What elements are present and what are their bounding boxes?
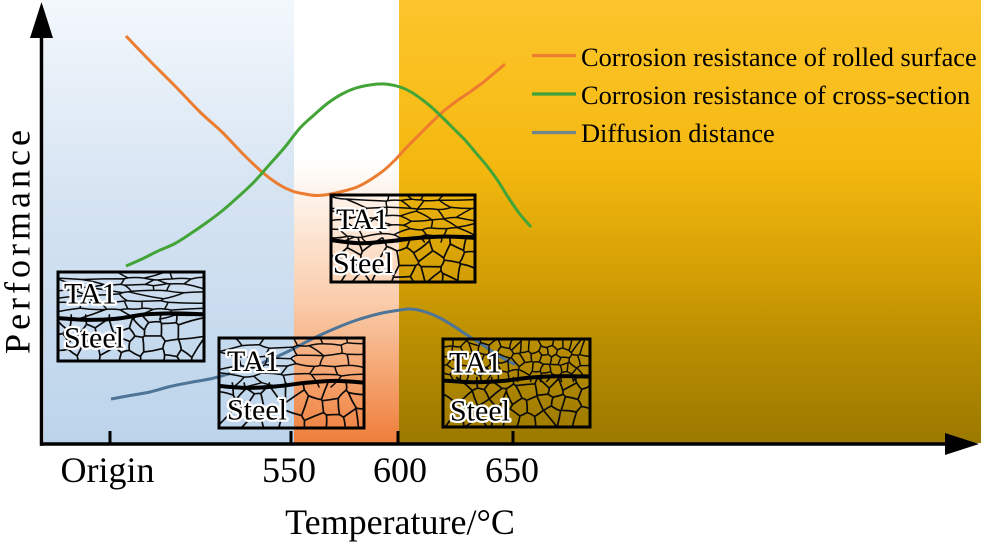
svg-text:Steel: Steel [227,394,287,427]
svg-text:TA1: TA1 [227,345,280,378]
svg-text:600: 600 [373,450,427,490]
svg-text:550: 550 [262,450,316,490]
svg-text:Steel: Steel [333,247,393,280]
svg-text:TA1: TA1 [449,347,502,380]
svg-text:Corrosion resistance of rolled: Corrosion resistance of rolled surface [581,42,977,72]
svg-text:Origin: Origin [61,450,155,490]
svg-text:Diffusion distance: Diffusion distance [581,118,775,148]
svg-text:650: 650 [485,450,539,490]
svg-text:Temperature/°C: Temperature/°C [285,502,515,542]
svg-text:Steel: Steel [64,322,124,355]
svg-text:TA1: TA1 [336,203,389,236]
svg-text:TA1: TA1 [64,278,117,311]
svg-text:Steel: Steel [450,395,510,428]
svg-text:Corrosion resistance of cross-: Corrosion resistance of cross-section [581,80,970,110]
svg-text:Performance: Performance [0,126,38,354]
